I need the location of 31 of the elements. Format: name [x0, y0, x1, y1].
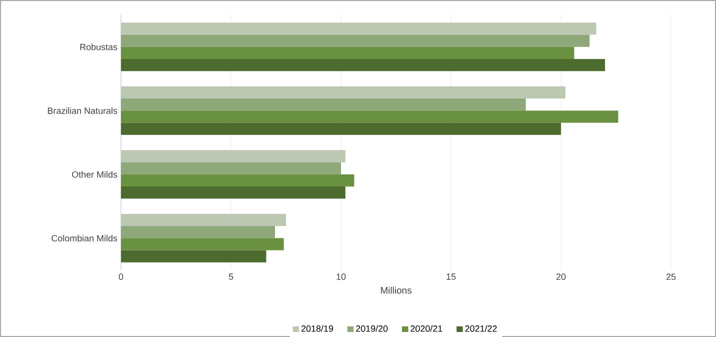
x-axis-title: Millions: [381, 286, 412, 294]
legend-label: 2021/22: [465, 325, 497, 332]
y-tick-label: Colombian Milds: [52, 234, 118, 242]
x-tick-label: 10: [336, 274, 346, 280]
legend-label: 2019/20: [356, 325, 388, 332]
x-tick-label: 15: [446, 274, 456, 280]
bar: [121, 98, 526, 111]
bar: [121, 174, 354, 186]
x-tick-label: 5: [228, 274, 234, 280]
y-tick-label: Brazilian Naturals: [48, 107, 118, 114]
bar: [121, 110, 618, 123]
bar: [121, 226, 276, 238]
x-tick-label: 20: [556, 274, 566, 280]
x-tick-label: 25: [666, 274, 676, 280]
bar: [121, 122, 562, 135]
bar: [121, 22, 596, 35]
bar: [121, 162, 342, 174]
bar: [121, 46, 574, 59]
y-tick-label: Robustas: [80, 44, 118, 50]
bar: [121, 150, 346, 162]
bar: [121, 34, 590, 47]
y-tick-label: Other Milds: [72, 171, 118, 178]
legend-label: 2018/19: [301, 325, 334, 332]
bar: [121, 86, 566, 99]
bar: [121, 58, 606, 72]
bar: [121, 214, 286, 226]
bar: [121, 250, 266, 262]
bar: [121, 238, 284, 250]
legend-label: 2020/21: [410, 325, 442, 332]
x-tick-label: 0: [118, 274, 124, 280]
bar: [121, 186, 346, 199]
